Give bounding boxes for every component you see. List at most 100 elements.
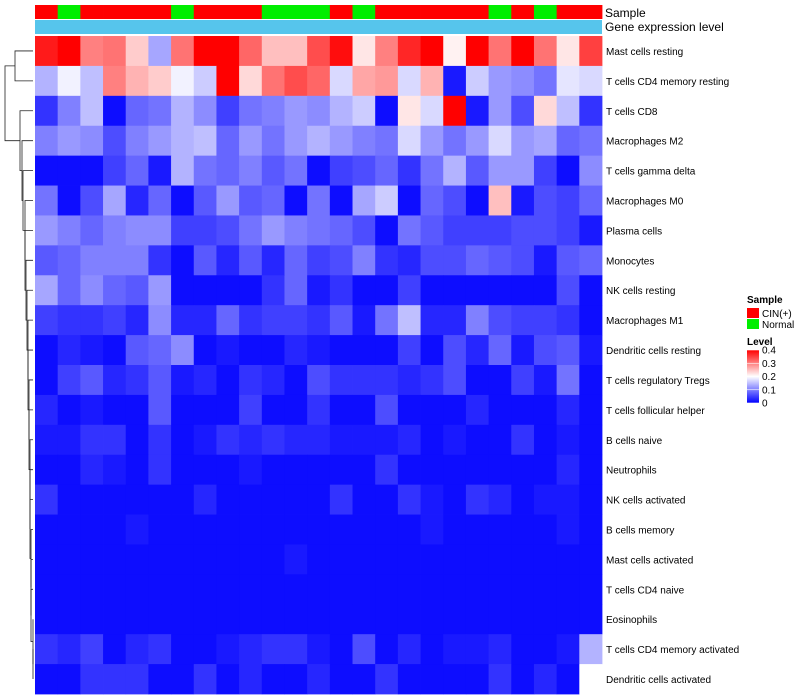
heatmap-cell [488,155,512,186]
heatmap-cell [193,245,217,276]
heatmap-cell [193,514,217,545]
heatmap-cell [533,365,558,396]
heatmap-cell [125,95,149,127]
heatmap-cell [443,125,467,157]
heatmap-cell [352,155,376,186]
heatmap-cell [307,275,331,306]
heatmap-cell [533,664,558,695]
sample-annotation-cell [35,5,59,19]
heatmap-cell [511,245,535,276]
heatmap-cell [511,574,535,605]
heatmap-cell [171,574,195,605]
legend-level-title: Level [747,337,773,348]
row-label: Mast cells resting [606,47,683,58]
heatmap-cell [488,95,512,127]
row-label: Mast cells activated [606,555,693,566]
heatmap-cell [125,604,149,635]
legend-sample-swatch [747,319,759,329]
heatmap-cell [488,664,512,695]
heatmap-cell [80,424,104,456]
heatmap-cell [284,36,308,67]
heatmap-cell [103,484,127,515]
heatmap-cell [511,65,535,97]
heatmap-cell [284,95,308,127]
heatmap-cell [533,36,558,67]
heatmap-cell [103,95,127,127]
heatmap-cell [193,215,217,246]
heatmap-cell [465,394,489,426]
heatmap-cell [556,424,580,456]
heatmap-cell [35,394,59,426]
heatmap-cell [125,634,149,665]
heatmap-cell [261,544,285,575]
sample-annotation-cell [261,5,285,19]
heatmap-cell [239,514,263,545]
heatmap-cell [329,335,353,366]
row-labels: Mast cells resting T cells CD4 memory res… [606,47,739,686]
heatmap-cell [465,36,489,67]
row-label: T cells CD4 memory activated [606,645,739,656]
heatmap-cell [307,514,331,545]
heatmap-cell [420,335,444,366]
heatmap-cell [239,335,263,366]
heatmap-cell [465,544,489,575]
heatmap-cell [465,335,489,366]
heatmap-cell [261,65,285,97]
heatmap-cell [397,245,421,276]
heatmap-cell [307,185,331,216]
heatmap-cell [420,95,444,127]
heatmap-cell [443,155,467,186]
row-label: Neutrophils [606,466,657,477]
heatmap-cell [125,65,149,97]
heatmap-cell [103,365,127,396]
heatmap-cell [261,125,285,157]
heatmap-cell [171,125,195,157]
heatmap-cell [261,275,285,306]
heatmap-cell [465,95,489,127]
heatmap-cell [35,125,59,157]
heatmap-cell [533,454,558,486]
heatmap-cell [57,634,81,665]
heatmap-cell [352,335,376,366]
heatmap-cell [375,36,399,67]
heatmap-cell [352,365,376,396]
heatmap-cell [397,305,421,336]
heatmap-cell [579,185,603,216]
heatmap-cell [148,155,172,186]
heatmap-cell [80,215,104,246]
sample-annotation-title: Sample [605,6,646,20]
heatmap-cell [307,95,331,127]
heatmap-cell [125,394,149,426]
heatmap-cell [35,574,59,605]
heatmap-cell [284,454,308,486]
heatmap-cell [443,634,467,665]
legend-level-ticks: 0.4 0.3 0.2 0.1 0 [747,346,776,410]
heatmap-cell [307,125,331,157]
heatmap-cell [239,305,263,336]
heatmap-cell [465,454,489,486]
heatmap-cell [103,335,127,366]
heatmap-cell [443,514,467,545]
heatmap-cell [216,215,240,246]
heatmap-cell [556,245,580,276]
heatmap-cell [488,125,512,157]
heatmap-cell [193,185,217,216]
heatmap-cell [511,664,535,695]
heatmap-cell [375,365,399,396]
dendrogram-branch [28,379,33,440]
heatmap-cell [103,424,127,456]
heatmap-cell [579,155,603,186]
heatmap-cell [307,36,331,67]
heatmap-cell [352,424,376,456]
heatmap-cell [579,36,603,67]
heatmap-cell [397,95,421,127]
heatmap-cell [533,335,558,366]
heatmap-cell [465,245,489,276]
heatmap-cell [420,365,444,396]
heatmap-cell [488,215,512,246]
heatmap-cell [125,484,149,515]
legend-sample-label: CIN(+) [762,309,792,320]
heatmap-cell [171,36,195,67]
row-label: Eosinophils [606,615,657,626]
heatmap-cell [239,245,263,276]
